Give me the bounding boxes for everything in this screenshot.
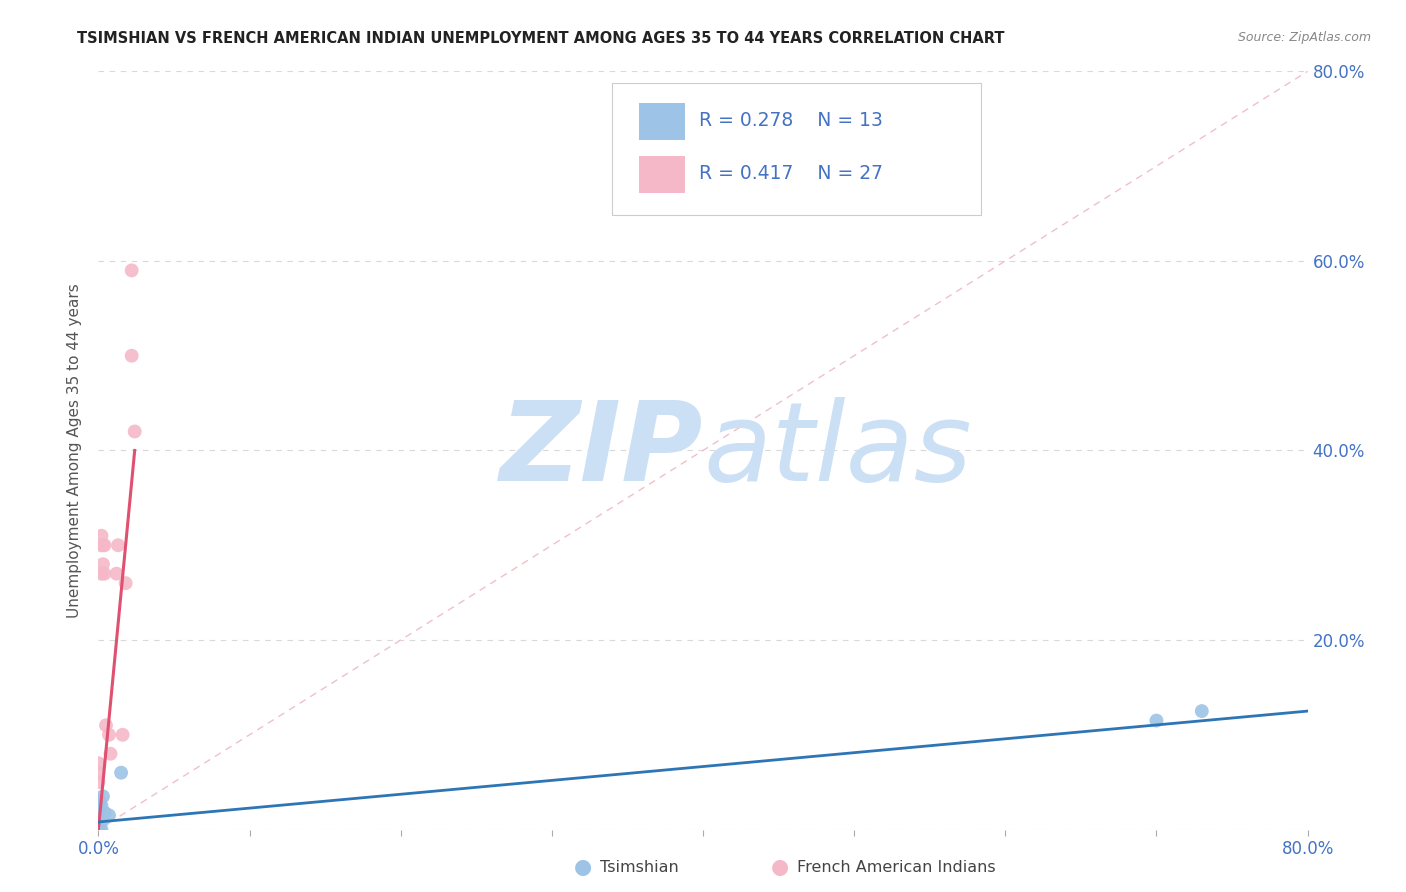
Point [100,747,122,761]
Point [90,538,112,552]
Point [90,529,112,543]
Point [89,804,111,818]
Point [105,566,128,581]
Point [90,798,112,813]
Text: TSIMSHIAN VS FRENCH AMERICAN INDIAN UNEMPLOYMENT AMONG AGES 35 TO 44 YEARS CORRE: TSIMSHIAN VS FRENCH AMERICAN INDIAN UNEM… [77,31,1005,46]
Point [121,263,143,277]
Point [87,794,110,808]
Point [87,813,110,827]
Point [87,794,110,808]
Text: R = 0.417    N = 27: R = 0.417 N = 27 [699,164,883,183]
Point [111,728,134,742]
Text: French American Indians: French American Indians [797,860,995,874]
Point [98,728,121,742]
Point [1144,714,1167,728]
Point [94,718,117,732]
Point [89,822,111,837]
Point [98,808,121,822]
Point [90,822,112,837]
Text: atlas: atlas [703,397,972,504]
Point [91,557,114,572]
Bar [638,156,685,193]
Point [87,756,110,771]
Bar [638,103,685,140]
Point [93,538,115,552]
Point [93,805,115,820]
Point [87,775,110,789]
Point [1191,704,1213,718]
Text: ZIP: ZIP [499,397,703,504]
Point [91,789,114,804]
Point [110,765,132,780]
Point [93,566,115,581]
FancyBboxPatch shape [613,83,981,216]
Text: ●: ● [575,857,592,877]
Point [89,822,111,837]
Point [91,538,114,552]
Text: Source: ZipAtlas.com: Source: ZipAtlas.com [1237,31,1371,45]
Point [114,576,136,591]
Text: ●: ● [772,857,789,877]
Point [87,822,110,837]
Point [87,804,110,818]
Y-axis label: Unemployment Among Ages 35 to 44 years: Unemployment Among Ages 35 to 44 years [67,283,83,618]
Point [91,813,114,827]
Point [124,425,146,439]
Point [87,813,110,827]
Point [89,794,111,808]
Point [87,765,110,780]
Text: Tsimshian: Tsimshian [600,860,679,874]
Point [89,808,111,822]
Text: R = 0.278    N = 13: R = 0.278 N = 13 [699,112,883,130]
Point [107,538,129,552]
Point [121,349,143,363]
Point [90,566,112,581]
